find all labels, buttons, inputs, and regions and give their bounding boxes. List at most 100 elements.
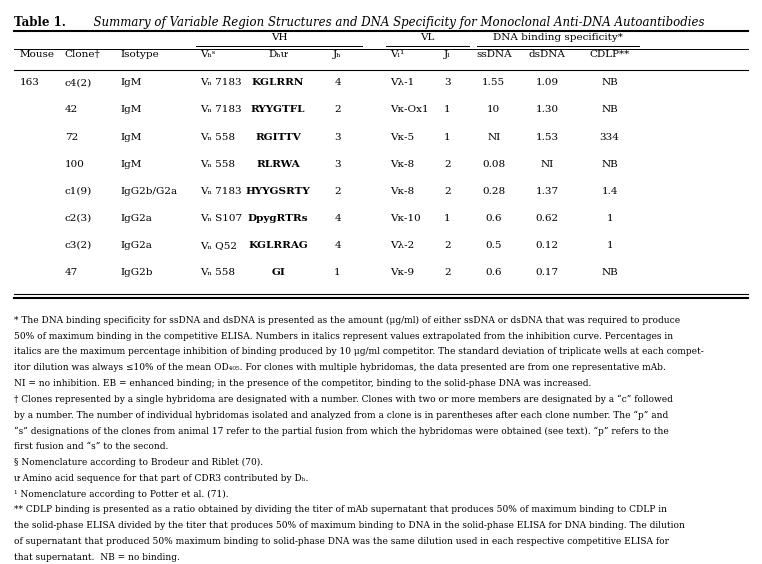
Text: Summary of Variable Region Structures and DNA Specificity for Monoclonal Anti-DN: Summary of Variable Region Structures an… [86,16,705,29]
Text: 1: 1 [607,241,613,250]
Text: 2: 2 [444,187,450,196]
Text: “s” designations of the clones from animal 17 refer to the partial fusion from w: “s” designations of the clones from anim… [14,426,668,436]
Text: Vₕˢ: Vₕˢ [200,50,215,59]
Text: 0.08: 0.08 [482,160,505,169]
Text: IgM: IgM [120,105,142,114]
Text: 1.09: 1.09 [536,78,559,87]
Text: RYYGTFL: RYYGTFL [251,105,306,114]
Text: c4(2): c4(2) [65,78,92,87]
Text: ssDNA: ssDNA [476,50,511,59]
Text: 2: 2 [444,160,450,169]
Text: of supernatant that produced 50% maximum binding to solid-phase DNA was the same: of supernatant that produced 50% maximum… [14,537,669,546]
Text: VL: VL [421,33,434,42]
Text: 0.6: 0.6 [485,214,502,223]
Text: dsDNA: dsDNA [529,50,565,59]
Text: RGITTV: RGITTV [255,133,301,142]
Text: c3(2): c3(2) [65,241,92,250]
Text: * The DNA binding specificity for ssDNA and dsDNA is presented as the amount (μg: * The DNA binding specificity for ssDNA … [14,316,680,325]
Text: VH: VH [271,33,287,42]
Text: Vλ-1: Vλ-1 [390,78,415,87]
Text: 1: 1 [444,133,450,142]
Text: NI = no inhibition. EB = enhanced binding; in the presence of the competitor, bi: NI = no inhibition. EB = enhanced bindin… [14,379,591,388]
Text: 334: 334 [600,133,620,142]
Text: NI: NI [487,133,501,142]
Text: 0.6: 0.6 [485,268,502,277]
Text: 2: 2 [444,241,450,250]
Text: 100: 100 [65,160,85,169]
Text: 4: 4 [335,78,341,87]
Text: Vκ-9: Vκ-9 [390,268,415,277]
Text: Vκ-Ox1: Vκ-Ox1 [390,105,429,114]
Text: Table 1.: Table 1. [14,16,66,29]
Text: 1.37: 1.37 [536,187,559,196]
Text: Vₙ 558: Vₙ 558 [200,133,235,142]
Text: RLRWA: RLRWA [256,160,300,169]
Text: Vₗ¹: Vₗ¹ [390,50,405,59]
Text: 2: 2 [444,268,450,277]
Text: Isotype: Isotype [120,50,159,59]
Text: 1.55: 1.55 [482,78,505,87]
Text: NB: NB [601,105,618,114]
Text: 2: 2 [335,105,341,114]
Text: c2(3): c2(3) [65,214,92,223]
Text: DNA binding specificity*: DNA binding specificity* [493,33,623,42]
Text: itor dilution was always ≤10% of the mean OD₄₀₅. For clones with multiple hybrid: itor dilution was always ≤10% of the mea… [14,363,665,372]
Text: Jₕ: Jₕ [333,50,342,59]
Text: KGLRRN: KGLRRN [252,78,304,87]
Text: Mouse: Mouse [20,50,55,59]
Text: by a number. The number of individual hybridomas isolated and analyzed from a cl: by a number. The number of individual hy… [14,411,668,420]
Text: HYYGSRTY: HYYGSRTY [246,187,310,196]
Text: Vₙ Q52: Vₙ Q52 [200,241,237,250]
Text: CDLP**: CDLP** [590,50,629,59]
Text: 0.17: 0.17 [536,268,559,277]
Text: the solid-phase ELISA divided by the titer that produces 50% of maximum binding : the solid-phase ELISA divided by the tit… [14,521,684,530]
Text: 0.62: 0.62 [536,214,559,223]
Text: ¹ Nomenclature according to Potter et al. (71).: ¹ Nomenclature according to Potter et al… [14,490,229,499]
Text: Vₙ 7183: Vₙ 7183 [200,105,242,114]
Text: IgG2b/G2a: IgG2b/G2a [120,187,178,196]
Text: italics are the maximum percentage inhibition of binding produced by 10 μg/ml co: italics are the maximum percentage inhib… [14,347,703,356]
Text: NI: NI [540,160,554,169]
Text: 1: 1 [607,214,613,223]
Text: 0.12: 0.12 [536,241,559,250]
Text: 3: 3 [444,78,450,87]
Text: 1.4: 1.4 [601,187,618,196]
Text: Dₕư: Dₕư [268,50,288,59]
Text: IgG2a: IgG2a [120,241,152,250]
Text: 0.5: 0.5 [485,241,502,250]
Text: 163: 163 [20,78,40,87]
Text: Clone†: Clone† [65,50,101,59]
Text: 47: 47 [65,268,78,277]
Text: ** CDLP binding is presented as a ratio obtained by dividing the titer of mAb su: ** CDLP binding is presented as a ratio … [14,505,667,514]
Text: IgM: IgM [120,133,142,142]
Text: first fusion and “s” to the second.: first fusion and “s” to the second. [14,442,168,451]
Text: GI: GI [271,268,285,277]
Text: Vₙ 7183: Vₙ 7183 [200,187,242,196]
Text: IgM: IgM [120,160,142,169]
Text: 1: 1 [444,105,450,114]
Text: 1.30: 1.30 [536,105,559,114]
Text: Vₙ 7183: Vₙ 7183 [200,78,242,87]
Text: NB: NB [601,78,618,87]
Text: c1(9): c1(9) [65,187,92,196]
Text: that supernatant.  NB = no binding.: that supernatant. NB = no binding. [14,553,180,562]
Text: Vκ-10: Vκ-10 [390,214,421,223]
Text: 1: 1 [335,268,341,277]
Text: Jₗ: Jₗ [443,50,451,59]
Text: 4: 4 [335,214,341,223]
Text: 2: 2 [335,187,341,196]
Text: Vκ-8: Vκ-8 [390,187,415,196]
Text: 1.53: 1.53 [536,133,559,142]
Text: 72: 72 [65,133,78,142]
Text: DpygRTRs: DpygRTRs [248,214,309,223]
Text: 42: 42 [65,105,78,114]
Text: Vλ-2: Vλ-2 [390,241,415,250]
Text: NB: NB [601,160,618,169]
Text: KGLRRAG: KGLRRAG [248,241,308,250]
Text: NB: NB [601,268,618,277]
Text: Vₙ 558: Vₙ 558 [200,268,235,277]
Text: IgG2a: IgG2a [120,214,152,223]
Text: 10: 10 [487,105,501,114]
Text: Vκ-5: Vκ-5 [390,133,415,142]
Text: Vκ-8: Vκ-8 [390,160,415,169]
